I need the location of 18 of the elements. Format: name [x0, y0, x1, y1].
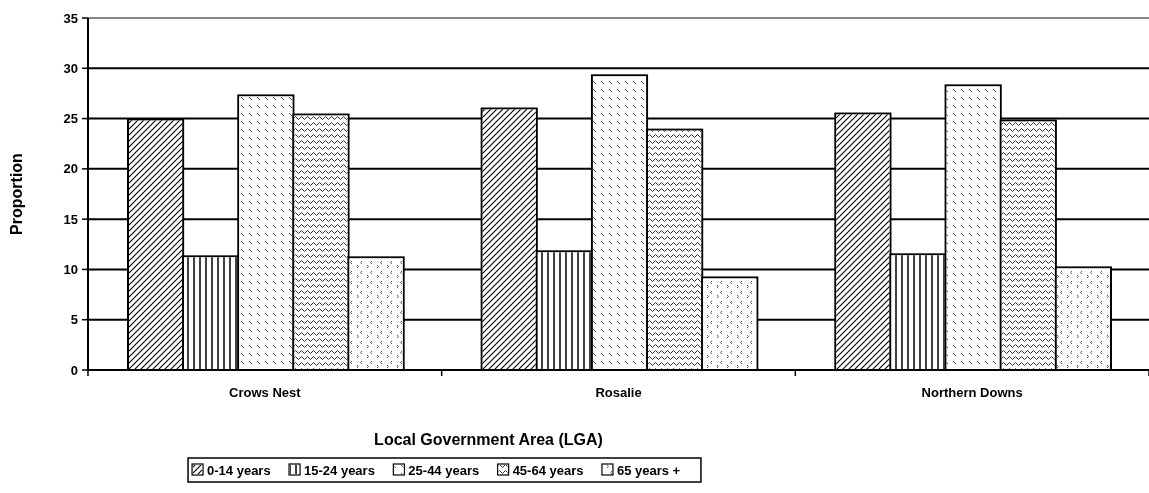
- y-axis-title: Proportion: [8, 153, 25, 235]
- y-tick-label: 5: [70, 312, 78, 328]
- x-tick-label: Crows Nest: [229, 385, 302, 400]
- y-tick-label: 35: [63, 10, 78, 26]
- legend-label: 0-14 years: [207, 462, 271, 478]
- x-tick-label: Northern Downs: [921, 385, 1023, 400]
- legend-label: 45-64 years: [512, 462, 584, 478]
- y-tick-label: 15: [63, 211, 78, 227]
- x-axis-title: Local Government Area (LGA): [374, 431, 603, 448]
- y-tick-label: 25: [63, 111, 78, 127]
- legend-label: 65 years +: [616, 462, 681, 478]
- x-tick-label: Rosalie: [595, 385, 642, 400]
- y-tick-label: 0: [70, 362, 78, 378]
- legend-label: 25-44 years: [408, 462, 480, 478]
- legend-label: 15-24 years: [304, 462, 375, 478]
- y-tick-label: 30: [63, 60, 78, 76]
- y-tick-label: 10: [63, 261, 78, 277]
- y-tick-label: 20: [63, 161, 78, 177]
